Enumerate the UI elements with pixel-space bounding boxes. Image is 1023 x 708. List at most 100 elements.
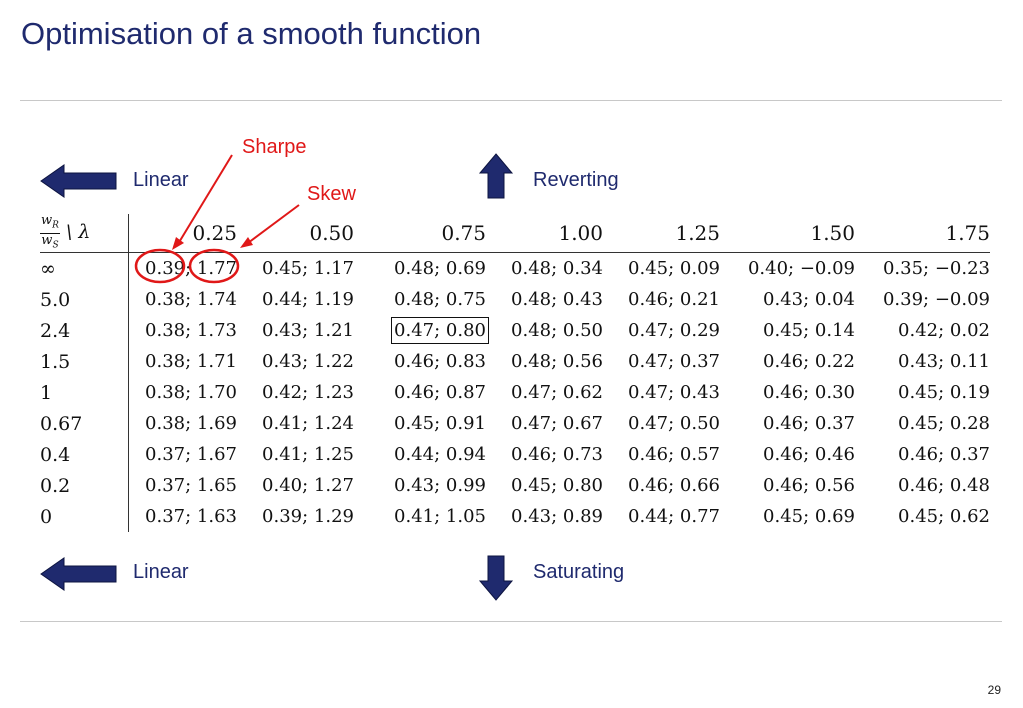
table-cell: 0.45; 0.80 <box>486 470 603 501</box>
table-cell: 0.41; 1.24 <box>237 408 354 439</box>
left-arrow-icon <box>40 164 117 198</box>
table-cell: 0.42; 0.02 <box>855 315 990 346</box>
cell-value: 0.43; 1.21 <box>262 320 354 342</box>
table-cell: 0.46; 0.30 <box>720 377 855 408</box>
cell-value: 0.45; 0.80 <box>511 475 603 497</box>
table-cell: 0.48; 0.43 <box>486 284 603 315</box>
cell-value: 0.39; −0.09 <box>882 289 990 311</box>
cell-value: 0.37; 1.65 <box>145 475 237 497</box>
column-header: 1.25 <box>603 214 720 254</box>
table-cell: 0.47; 0.50 <box>603 408 720 439</box>
table-cell: 0.39; 1.29 <box>237 501 354 532</box>
cell-value: 0.44; 0.77 <box>628 506 720 528</box>
cell-value: 0.35; −0.23 <box>882 258 990 280</box>
table-cell: 0.38; 1.69 <box>129 408 237 439</box>
row-label: 1 <box>40 377 129 409</box>
cell-value: 0.38; 1.73 <box>145 320 237 342</box>
cell-value: 0.47; 0.37 <box>628 351 720 373</box>
row-label: 0.2 <box>40 470 129 502</box>
cell-value: 0.41; 1.25 <box>262 444 354 466</box>
cell-value: 0.46; 0.57 <box>628 444 720 466</box>
annotation-sharpe: Sharpe <box>242 136 307 158</box>
table-cell: 0.41; 1.25 <box>237 439 354 470</box>
table-cell: 0.43; 1.21 <box>237 315 354 346</box>
bottom-divider <box>20 621 1002 622</box>
table-cell: 0.45; 0.09 <box>603 253 720 285</box>
table-row: 1 0.38; 1.70 0.42; 1.23 0.46; 0.87 0.47; 0.6… <box>40 377 990 409</box>
row-label: 0.67 <box>40 408 129 440</box>
table-header-row: wR wS \ λ 0.25 0.50 0.75 1.00 1.25 1.50 … <box>40 213 990 254</box>
cell-value: 0.45; 0.28 <box>898 413 990 435</box>
cell-value: 0.48; 0.56 <box>511 351 603 373</box>
cell-value: 0.47; 0.43 <box>628 382 720 404</box>
table-row: ∞ 0.39; 1.77 0.45; 1.17 0.48; 0.69 0.48; 0.3… <box>40 252 990 285</box>
table-cell: 0.43; 0.04 <box>720 284 855 315</box>
table-corner-label: wR wS \ λ <box>40 213 129 254</box>
down-arrow-icon <box>478 555 514 601</box>
table-cell: 0.46; 0.66 <box>603 470 720 501</box>
table-cell: 0.45; 0.28 <box>855 408 990 439</box>
sharpe-pointer-line <box>177 154 233 245</box>
table-cell: 0.43; 0.11 <box>855 346 990 377</box>
table-cell: 0.48; 0.75 <box>354 284 486 315</box>
column-header: 1.00 <box>486 214 603 254</box>
cell-value: 0.48; 0.50 <box>511 320 603 342</box>
left-arrow-icon <box>40 557 117 591</box>
skew-pointer-line <box>247 204 300 244</box>
table-row: 0.2 0.37; 1.65 0.40; 1.27 0.43; 0.99 0.45; 0… <box>40 470 990 502</box>
table-cell: 0.44; 1.19 <box>237 284 354 315</box>
cell-value: 0.46; 0.22 <box>763 351 855 373</box>
table-row: 5.0 0.38; 1.74 0.44; 1.19 0.48; 0.75 0.48; 0… <box>40 284 990 316</box>
cell-value: 0.40; −0.09 <box>747 258 855 280</box>
cell-value: 0.38; 1.69 <box>145 413 237 435</box>
table-cell: 0.47; 0.67 <box>486 408 603 439</box>
table-cell: 0.38; 1.73 <box>129 315 237 346</box>
table-cell: 0.46; 0.48 <box>855 470 990 501</box>
table-cell: 0.47; 0.80 <box>354 315 489 346</box>
table-cell: 0.42; 1.23 <box>237 377 354 408</box>
table-cell: 0.40; 1.27 <box>237 470 354 501</box>
table-cell: 0.39; −0.09 <box>855 284 990 315</box>
table-cell: 0.47; 0.43 <box>603 377 720 408</box>
table-cell: 0.46; 0.37 <box>855 439 990 470</box>
table-cell: 0.48; 0.56 <box>486 346 603 377</box>
top-divider <box>20 100 1002 101</box>
ratio-fraction: wR wS <box>40 213 60 251</box>
table-cell: 0.48; 0.34 <box>486 253 603 285</box>
cell-value: 0.42; 1.23 <box>262 382 354 404</box>
cell-value: 0.45; 0.69 <box>763 506 855 528</box>
table-cell: 0.46; 0.87 <box>354 377 486 408</box>
table-row: 2.4 0.38; 1.73 0.43; 1.21 0.47; 0.80 0.48; 0… <box>40 315 990 347</box>
cell-value: 0.46; 0.46 <box>763 444 855 466</box>
cell-value: 0.45; 0.19 <box>898 382 990 404</box>
cell-value: 0.47; 0.50 <box>628 413 720 435</box>
annotation-skew: Skew <box>307 183 356 205</box>
table-cell: 0.37; 1.67 <box>129 439 237 470</box>
table-cell: 0.46; 0.22 <box>720 346 855 377</box>
skew-arrowhead-icon <box>240 237 253 248</box>
cell-value: 0.46; 0.48 <box>898 475 990 497</box>
table-cell: 0.45; 0.19 <box>855 377 990 408</box>
cell-value: 0.47; 0.67 <box>511 413 603 435</box>
table-cell: 0.48; 0.50 <box>486 315 603 346</box>
table-cell: 0.43; 0.89 <box>486 501 603 532</box>
table-cell: 0.47; 0.62 <box>486 377 603 408</box>
table-cell: 0.45; 0.69 <box>720 501 855 532</box>
table-cell: 0.43; 0.99 <box>354 470 486 501</box>
column-header: 0.75 <box>354 214 486 254</box>
cell-value: 0.46; 0.83 <box>394 351 486 373</box>
cell-value: 0.46; 0.37 <box>763 413 855 435</box>
table-cell: 0.46; 0.37 <box>720 408 855 439</box>
table-cell: 0.45; 0.62 <box>855 501 990 532</box>
table-cell: 0.47; 0.29 <box>603 315 720 346</box>
cell-value: 0.38; 1.71 <box>145 351 237 373</box>
cell-value: 0.47; 0.62 <box>511 382 603 404</box>
label-linear-bottom: Linear <box>133 561 189 583</box>
lambda-label: \ λ <box>65 221 91 244</box>
table-cell: 0.46; 0.21 <box>603 284 720 315</box>
row-label: 0 <box>40 501 129 533</box>
sharpe-arrowhead-icon <box>172 237 184 250</box>
cell-value: 0.45; 1.17 <box>262 258 354 280</box>
column-header: 1.50 <box>720 214 855 254</box>
